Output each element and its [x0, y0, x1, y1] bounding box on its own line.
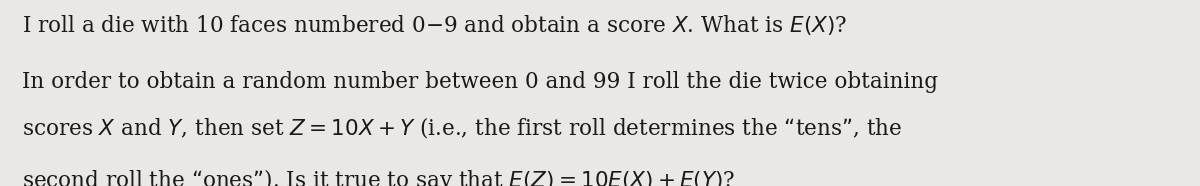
- Text: I roll a die with 10 faces numbered 0$-$9 and obtain a score $X$. What is $E(X)$: I roll a die with 10 faces numbered 0$-$…: [22, 13, 847, 37]
- Text: In order to obtain a random number between 0 and 99 I roll the die twice obtaini: In order to obtain a random number betwe…: [22, 71, 937, 93]
- Text: scores $X$ and $Y$, then set $Z = 10X + Y$ (i.e., the first roll determines the : scores $X$ and $Y$, then set $Z = 10X + …: [22, 115, 901, 140]
- Text: second roll the “ones”). Is it true to say that $E(Z) = 10E(X) + E(Y)$?: second roll the “ones”). Is it true to s…: [22, 167, 734, 186]
